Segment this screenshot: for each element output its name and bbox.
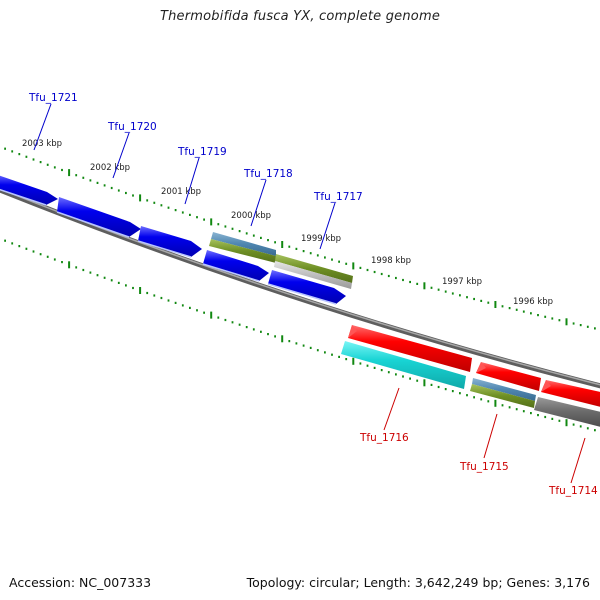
genome-summary: Topology: circular; Length: 3,642,249 bp… xyxy=(246,575,590,590)
accession-label: Accession: NC_007333 xyxy=(9,575,152,590)
ruler-labels: 2003 kbp 2002 kbp 2001 kbp 2000 kbp 1999… xyxy=(22,139,553,307)
forward-genes xyxy=(0,174,346,305)
gene-label-tfu-1721[interactable]: Tfu_1721 xyxy=(28,92,78,104)
forward-feature-bands xyxy=(209,232,353,289)
reverse-genes xyxy=(341,325,600,428)
gene-label-tfu-1717[interactable]: Tfu_1717 xyxy=(313,191,363,203)
ruler-label-1996: 1996 kbp xyxy=(513,297,553,307)
gene-label-tfu-1715[interactable]: Tfu_1715 xyxy=(459,461,509,473)
gene-feature-tfu-1714[interactable] xyxy=(541,380,600,408)
gene-band-tfu-1715[interactable] xyxy=(470,378,536,408)
outer-ruler-ticks xyxy=(4,147,596,330)
gene-band-tfu-1718[interactable] xyxy=(209,232,276,263)
inner-ruler-ticks xyxy=(4,239,596,432)
map-title: Thermobifida fusca YX, complete genome xyxy=(159,9,441,24)
gene-band-tfu-1716[interactable] xyxy=(341,341,466,389)
gene-feature-tfu-1720[interactable] xyxy=(56,197,141,238)
gene-band-tfu-1717[interactable] xyxy=(274,254,353,289)
gene-label-tfu-1716[interactable]: Tfu_1716 xyxy=(359,432,409,444)
gene-feature-tfu-1716[interactable] xyxy=(348,325,472,372)
gene-feature-tfu-1715[interactable] xyxy=(476,362,541,391)
ruler-label-1998: 1998 kbp xyxy=(371,256,411,266)
gene-band-tfu-1714[interactable] xyxy=(534,397,600,428)
callout-lines xyxy=(33,103,586,484)
gene-feature-tfu-1721[interactable] xyxy=(0,174,58,206)
ruler-label-1997: 1997 kbp xyxy=(442,277,482,287)
gene-labels: Tfu_1721 Tfu_1720 Tfu_1719 Tfu_1718 Tfu_… xyxy=(28,92,598,497)
ruler-label-2002: 2002 kbp xyxy=(90,163,130,173)
ruler-label-2001: 2001 kbp xyxy=(161,187,201,197)
gene-feature-tfu-1717-cds[interactable] xyxy=(267,270,346,305)
gene-label-tfu-1714[interactable]: Tfu_1714 xyxy=(548,485,598,497)
ruler-label-1999: 1999 kbp xyxy=(301,234,341,244)
gene-label-tfu-1718[interactable]: Tfu_1718 xyxy=(243,168,293,180)
gene-label-tfu-1720[interactable]: Tfu_1720 xyxy=(107,121,157,133)
gene-label-tfu-1719[interactable]: Tfu_1719 xyxy=(177,146,227,158)
ruler-label-2000: 2000 kbp xyxy=(231,211,271,221)
gene-feature-tfu-1719[interactable] xyxy=(137,226,202,258)
ruler-label-2003: 2003 kbp xyxy=(22,139,62,149)
gene-feature-tfu-1718-cds[interactable] xyxy=(202,250,269,282)
